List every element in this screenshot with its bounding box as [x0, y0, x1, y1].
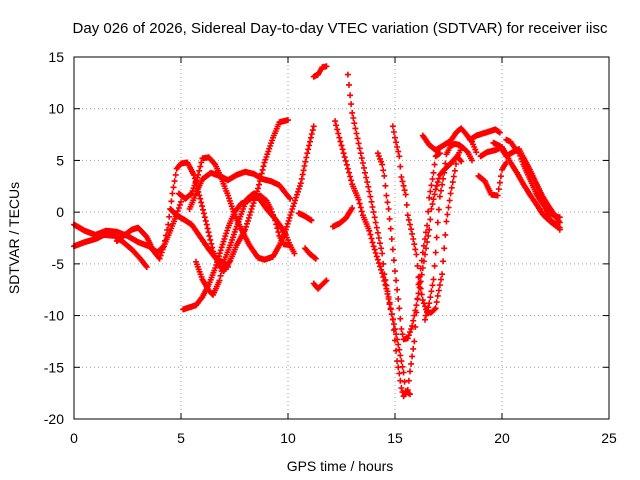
data-series — [422, 140, 475, 323]
plus-markers — [310, 277, 330, 292]
ticks: 0 5 10 15 20 25 -20 -15 -10 -5 0 5 10 15 — [44, 49, 617, 446]
plus-markers — [180, 192, 294, 313]
x-axis-label: GPS time / hours — [287, 458, 394, 474]
data-series — [475, 159, 510, 199]
plus-markers — [389, 123, 465, 316]
data-series — [180, 192, 294, 313]
data-series — [374, 150, 465, 343]
plus-markers — [186, 168, 294, 212]
x-tick-label: 5 — [177, 430, 185, 446]
x-tick-label: 10 — [280, 430, 296, 446]
chart-title: Day 026 of 2026, Sidereal Day-to-day VTE… — [73, 20, 608, 37]
data-series — [310, 63, 330, 80]
data-layer — [71, 63, 563, 400]
plus-markers — [422, 140, 475, 323]
plus-markers — [329, 205, 356, 230]
data-series — [329, 205, 356, 230]
plus-markers — [295, 210, 315, 224]
y-tick-label: 10 — [48, 101, 64, 117]
plus-markers — [466, 126, 503, 143]
y-tick-label: 15 — [48, 49, 64, 65]
y-tick-label: -20 — [44, 411, 64, 427]
plus-markers — [541, 206, 563, 233]
x-tick-label: 15 — [387, 430, 403, 446]
data-series — [310, 277, 330, 292]
x-tick-label: 20 — [494, 430, 510, 446]
y-tick-label: 0 — [56, 204, 64, 220]
plus-markers — [374, 150, 465, 343]
data-series — [295, 210, 315, 224]
x-tick-label: 25 — [601, 430, 617, 446]
y-axis-label: SDTVAR / TECUs — [6, 182, 22, 294]
y-tick-label: -10 — [44, 308, 64, 324]
data-series — [186, 168, 294, 212]
data-series — [541, 206, 563, 233]
plus-markers — [310, 63, 330, 80]
plus-markers — [302, 245, 319, 262]
plus-markers — [475, 159, 510, 199]
x-tick-label: 0 — [70, 430, 78, 446]
y-tick-label: 5 — [56, 152, 64, 168]
data-series — [389, 123, 465, 316]
y-tick-label: -15 — [44, 359, 64, 375]
y-tick-label: -5 — [52, 256, 65, 272]
plot-frame — [73, 56, 610, 420]
data-series — [466, 126, 503, 143]
data-series — [302, 245, 319, 262]
